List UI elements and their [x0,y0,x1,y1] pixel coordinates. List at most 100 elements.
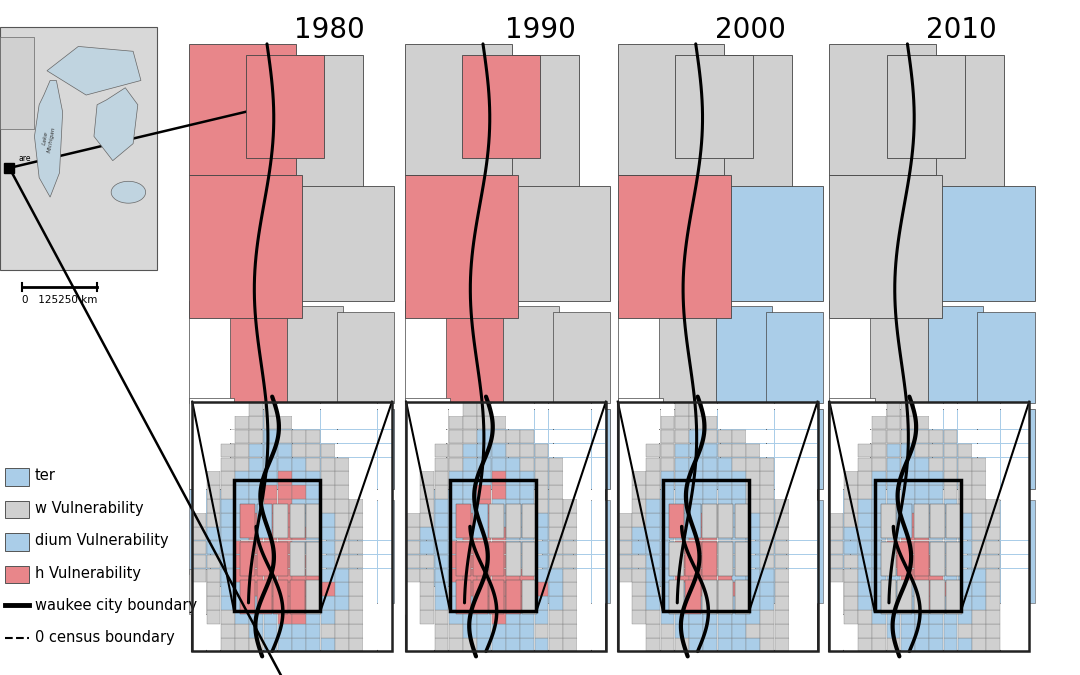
Bar [457,504,471,538]
Bar [321,555,335,568]
Bar [292,458,306,471]
Bar [703,610,717,624]
Bar [1015,430,1029,443]
Bar [522,580,537,614]
Bar [220,583,234,596]
Bar [897,542,913,576]
Bar [661,430,674,443]
Bar [477,527,491,541]
Bar [592,568,606,582]
Bar [364,638,377,651]
Bar [406,430,420,443]
Bar [508,409,553,489]
Bar [638,489,669,586]
Bar [434,513,448,526]
Bar [887,555,901,568]
Bar [335,583,349,596]
Bar [307,500,321,512]
Bar [686,580,701,614]
Bar [986,471,1000,485]
Bar [760,638,774,651]
Bar [220,485,234,499]
Bar [703,513,717,526]
Bar [646,541,660,554]
Bar [434,416,448,429]
Bar [289,504,305,538]
Bar [235,471,248,485]
Bar [829,624,843,637]
Bar [632,596,646,610]
Bar [508,186,610,300]
Bar [675,596,689,610]
Bar [675,610,689,624]
Bar [703,541,717,554]
Bar [675,55,753,158]
Bar [732,458,746,471]
Bar [378,583,392,596]
Bar [915,596,929,610]
Bar [632,527,646,541]
Bar [686,504,701,538]
Bar [406,402,606,651]
Bar [746,471,760,485]
Bar [901,416,915,429]
Bar [774,527,788,541]
Bar [972,416,986,429]
Bar [661,624,674,637]
Bar [535,638,549,651]
Bar [977,409,1035,489]
Bar [804,443,818,457]
Bar [292,471,306,485]
Bar [549,485,563,499]
Bar [829,541,843,554]
Bar [349,458,363,471]
Bar [491,527,505,541]
Bar [675,568,689,582]
Bar [703,416,717,429]
Bar [235,416,248,429]
Bar [235,500,248,512]
Bar [958,568,972,582]
Bar [829,471,843,485]
Bar [661,555,674,568]
Bar [829,555,843,568]
Bar [192,500,206,512]
Bar [477,500,491,512]
Bar [463,430,477,443]
Bar [646,513,660,526]
Text: h Vulnerability: h Vulnerability [35,566,140,580]
Bar [563,568,577,582]
Bar [420,485,434,499]
Bar [206,513,220,526]
Bar [944,610,958,624]
Bar [406,402,420,416]
Bar [646,555,660,568]
Bar [477,610,491,624]
Bar [986,458,1000,471]
Bar [406,471,420,485]
Bar [774,513,788,526]
Bar [521,610,535,624]
Bar [489,542,504,576]
Bar [873,443,886,457]
Bar [873,430,886,443]
Bar [434,485,448,499]
Bar [843,638,858,651]
Bar [463,527,477,541]
Bar [505,504,521,538]
Bar [321,402,335,416]
Bar [774,610,788,624]
Bar [789,402,802,416]
Bar [521,485,535,499]
Bar [760,513,774,526]
Bar [521,596,535,610]
Bar [349,568,363,582]
Bar [1001,402,1014,416]
Bar [1001,416,1014,429]
Bar [449,610,462,624]
Bar [420,596,434,610]
Bar [703,583,717,596]
Bar [829,443,843,457]
Bar [858,416,872,429]
Bar [944,500,958,512]
